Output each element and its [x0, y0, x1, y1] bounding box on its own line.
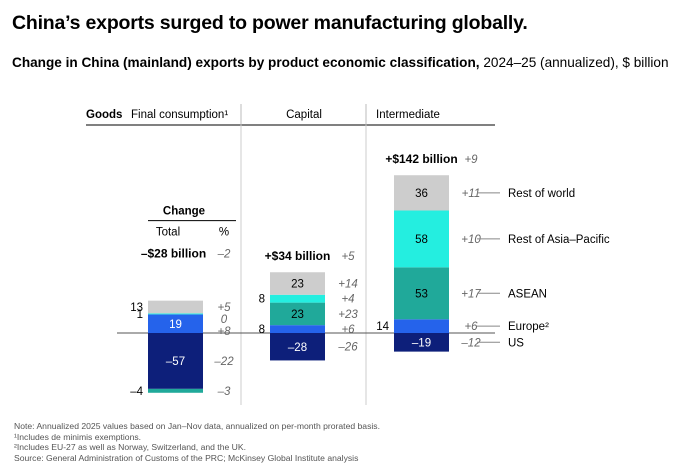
- bar-segment: [394, 333, 449, 352]
- category-total-label: +$142 billion: [385, 152, 457, 166]
- bar-segment: [394, 175, 449, 211]
- legend-label: Europe²: [508, 321, 549, 333]
- percent-change-label: +4: [341, 294, 354, 306]
- category-label: Capital: [286, 109, 322, 121]
- change-total-header: Total: [156, 227, 180, 239]
- source-line: Source: General Administration of Custom…: [14, 452, 359, 463]
- category-label: Intermediate: [376, 109, 440, 121]
- footnote-1: ¹Includes de minimis exemptions.: [14, 431, 142, 442]
- bar-value-label: 1: [137, 309, 143, 321]
- category-total-label: +$34 billion: [265, 249, 331, 263]
- bar-value-label: –4: [130, 386, 143, 398]
- category-total-pct: +5: [341, 251, 355, 263]
- bar-segment: [270, 333, 325, 361]
- legend-label: ASEAN: [508, 288, 547, 300]
- bar-segment: [270, 294, 325, 303]
- percent-change-label: +6: [464, 321, 478, 333]
- subtitle-bold: Change in China (mainland) exports by pr…: [12, 55, 480, 70]
- percent-change-label: +5: [217, 302, 231, 314]
- bar-segment: [148, 313, 203, 315]
- percent-change-label: –12: [460, 337, 481, 349]
- change-header: Change: [163, 206, 205, 218]
- legend-label: US: [508, 337, 524, 349]
- category-total-pct: –2: [217, 249, 231, 261]
- bar-segment: [148, 314, 203, 333]
- category-total-pct: +9: [464, 154, 478, 166]
- bar-value-label: 23: [291, 279, 304, 291]
- goods-label: Goods: [86, 109, 122, 121]
- bar-segment: [270, 325, 325, 333]
- chart-subtitle: Change in China (mainland) exports by pr…: [12, 55, 669, 70]
- percent-change-label: –22: [213, 356, 234, 368]
- bar-value-label: 36: [415, 188, 428, 200]
- subtitle-rest: 2024–25 (annualized), $ billion: [479, 55, 669, 70]
- bar-segment: [148, 300, 203, 314]
- legend-label: Rest of world: [508, 188, 575, 200]
- bar-segment: [148, 333, 203, 389]
- bar-segment: [394, 210, 449, 268]
- bar-segment: [270, 302, 325, 326]
- category-label: Final consumption¹: [131, 109, 228, 121]
- percent-change-label: 0: [221, 314, 228, 326]
- bar-value-label: 8: [259, 294, 265, 306]
- bar-value-label: 58: [415, 234, 428, 246]
- bar-value-label: 23: [291, 309, 304, 321]
- bar-value-label: –28: [288, 342, 307, 354]
- bar-value-label: 13: [130, 302, 143, 314]
- bar-value-label: –57: [166, 356, 185, 368]
- stacked-bar-chart: Goods Final consumption¹ Capital Intermedia…: [86, 104, 610, 405]
- chart-notes: Note: Annualized 2025 values based on Ja…: [14, 421, 380, 463]
- bar-value-label: 19: [169, 319, 182, 331]
- percent-change-label: +11: [462, 188, 481, 200]
- bar-value-label: 8: [259, 324, 265, 336]
- bar-segment: [270, 272, 325, 295]
- footnote-2: ²Includes EU-27 as well as Norway, Switz…: [14, 442, 246, 453]
- bar-value-label: –19: [412, 338, 431, 350]
- bar-segment: [394, 319, 449, 333]
- bar-segment: [394, 267, 449, 320]
- change-pct-header: %: [219, 227, 229, 239]
- bar-segment: [148, 388, 203, 393]
- bar-value-label: 53: [415, 289, 428, 301]
- percent-change-label: +6: [341, 324, 355, 336]
- percent-change-label: –3: [217, 386, 231, 398]
- legend-label: Rest of Asia–Pacific: [508, 234, 610, 246]
- percent-change-label: –26: [337, 342, 358, 354]
- percent-change-label: +17: [461, 288, 481, 300]
- bar-value-label: 14: [376, 321, 389, 333]
- percent-change-label: +14: [338, 279, 358, 291]
- headline: China’s exports surged to power manufact…: [12, 12, 528, 34]
- percent-change-label: +8: [217, 326, 231, 338]
- category-total-label: –$28 billion: [141, 247, 206, 261]
- note-line: Note: Annualized 2025 values based on Ja…: [14, 421, 380, 431]
- percent-change-label: +23: [338, 309, 358, 321]
- percent-change-label: +10: [461, 234, 481, 246]
